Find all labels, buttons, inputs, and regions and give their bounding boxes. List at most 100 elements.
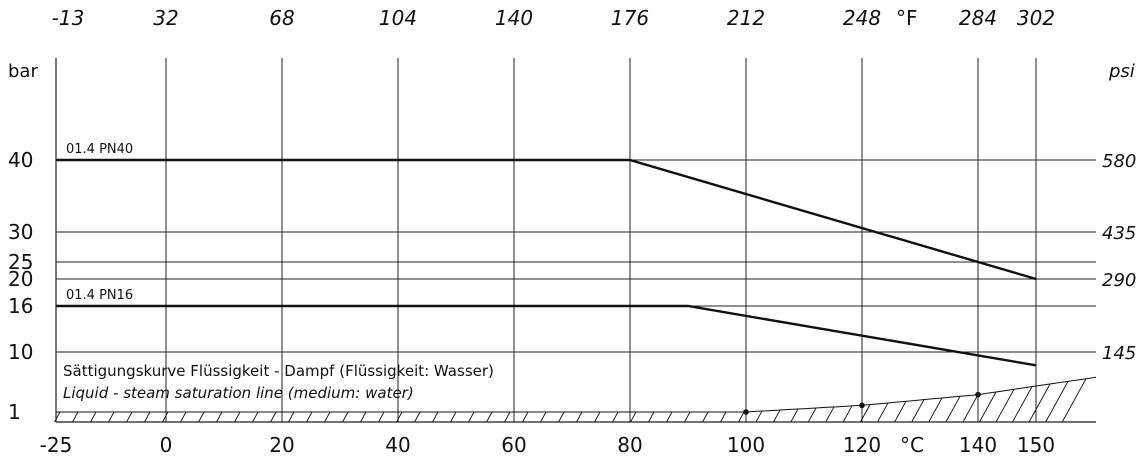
hatch-stroke (252, 411, 259, 423)
hatch-stroke (612, 411, 619, 423)
hatch-stroke (360, 411, 367, 423)
x2-tick-label: -13 (52, 6, 85, 30)
x2-tick-label: 32 (153, 6, 178, 30)
hatch-stroke (288, 411, 295, 423)
hatch-stroke (54, 411, 61, 423)
hatch-stroke (450, 411, 457, 423)
x2-tick-label: 248 (843, 6, 881, 30)
hatch-stroke (576, 411, 583, 423)
y-tick-label: 20 (8, 267, 33, 291)
hatch-stroke (995, 389, 1015, 423)
hatch-stroke (216, 411, 223, 423)
unit-label-fahrenheit: °F (896, 6, 918, 30)
saturation-point (743, 409, 749, 415)
hatch-stroke (702, 411, 709, 423)
annotation-english: Liquid - steam saturation line (medium: … (63, 384, 414, 402)
hatch-stroke (126, 411, 133, 423)
hatch-stroke (911, 399, 925, 423)
y-tick-label: 30 (8, 220, 33, 244)
hatch-stroke (962, 394, 979, 423)
y-tick-label: 16 (8, 294, 33, 318)
hatch-stroke (180, 411, 187, 423)
x2-tick-label: 284 (959, 6, 997, 30)
unit-label-bar: bar (8, 61, 38, 82)
hatch-stroke (928, 397, 943, 423)
y-tick-label: 10 (8, 340, 33, 364)
hatch-stroke (1028, 383, 1051, 423)
hatch-stroke (807, 407, 817, 423)
hatch-stroke (162, 411, 169, 423)
x2-tick-label: 212 (727, 6, 765, 30)
hatch-stroke (1012, 386, 1033, 423)
annotation-german: Sättigungskurve Flüssigkeit - Dampf (Flü… (63, 362, 494, 380)
x-tick-label: -25 (40, 433, 73, 457)
x-tick-label: 100 (727, 433, 765, 457)
hatch-stroke (108, 411, 115, 423)
unit-label-celsius: °C (900, 433, 924, 457)
y-tick-label: 1 (8, 400, 21, 424)
hatch-stroke (522, 411, 529, 423)
hatch-stroke (486, 411, 493, 423)
hatch-stroke (144, 411, 151, 423)
hatch-stroke (468, 411, 475, 423)
hatch-stroke (825, 406, 835, 423)
saturation-point (975, 391, 981, 398)
hatch-stroke (198, 411, 205, 423)
x-tick-label: 140 (959, 433, 997, 457)
hatch-stroke (842, 405, 853, 423)
hatch-region (54, 376, 1097, 423)
hatch-stroke (90, 411, 97, 423)
series-layer: 01.4 PN40 01.4 PN16 (56, 142, 1037, 367)
x2-tick-label: 176 (611, 6, 649, 30)
series-label: 01.4 PN16 (66, 288, 133, 303)
hatch-stroke (432, 411, 439, 423)
x2-tick-label: 104 (379, 6, 417, 30)
hatch-stroke (648, 411, 655, 423)
hatch-stroke (234, 411, 241, 423)
y-tick-label: 25 (8, 250, 33, 274)
hatch-stroke (979, 391, 997, 423)
hatch-stroke (738, 411, 745, 423)
unit-label-psi: psi (1108, 61, 1135, 82)
hatch-stroke (540, 411, 547, 423)
y2-tick-label: 580 (1102, 151, 1136, 172)
x-tick-label: 0 (160, 433, 173, 457)
hatch-stroke (630, 411, 637, 423)
series-label: 01.4 PN40 (66, 142, 133, 157)
y2-tick-label: 290 (1102, 270, 1136, 291)
x2-tick-label: 140 (495, 6, 533, 30)
x-tick-label: 20 (269, 433, 294, 457)
hatch-stroke (72, 411, 79, 423)
hatch-stroke (666, 411, 673, 423)
hatch-stroke (342, 411, 349, 423)
hatch-stroke (270, 411, 277, 423)
hatch-stroke (594, 411, 601, 423)
label-layer: -25 0 20 40 60 80 100 120 140 150-13 32 68 104 140 176… (8, 6, 1136, 457)
hatch-stroke (1045, 381, 1069, 423)
y2-tick-label: 435 (1102, 223, 1136, 244)
hatch-stroke (790, 408, 799, 423)
x-tick-label: 80 (617, 433, 642, 457)
x-tick-label: 40 (385, 433, 410, 457)
series-line (56, 158, 1037, 281)
hatch-stroke (860, 404, 871, 423)
x-tick-label: 150 (1017, 433, 1055, 457)
x-tick-label: 60 (501, 433, 526, 457)
y2-tick-label: 145 (1102, 343, 1136, 364)
hatch-stroke (773, 409, 781, 423)
hatch-stroke (684, 411, 691, 423)
hatch-stroke (755, 410, 763, 423)
hatch-stroke (877, 402, 889, 423)
x2-tick-label: 68 (269, 6, 294, 30)
x2-tick-label: 302 (1017, 6, 1055, 30)
hatch-stroke (558, 411, 565, 423)
x-tick-label: 120 (843, 433, 881, 457)
hatch-stroke (945, 396, 961, 423)
hatch-stroke (414, 411, 421, 423)
hatch-stroke (894, 401, 907, 423)
hatch-stroke (720, 411, 727, 423)
hatch-stroke (306, 411, 313, 423)
hatch-stroke (378, 411, 385, 423)
hatch-stroke (396, 411, 403, 423)
